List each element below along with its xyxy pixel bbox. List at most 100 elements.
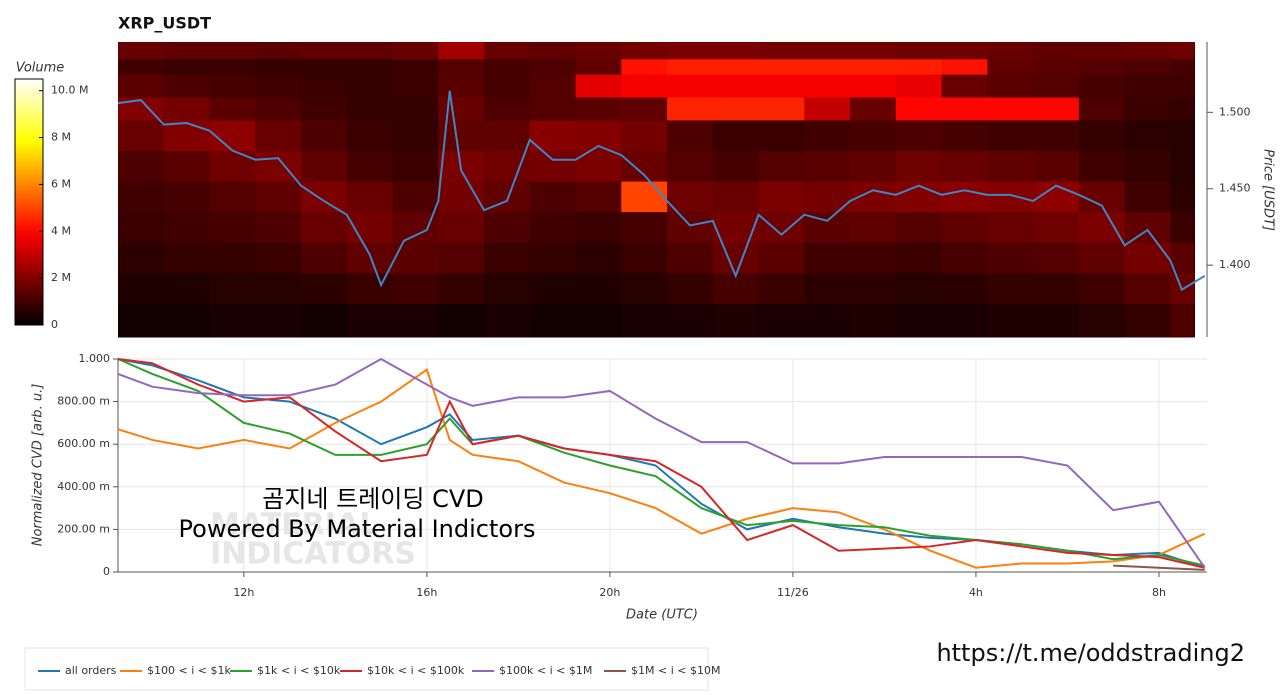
heatmap-cell: [575, 58, 622, 75]
y2-axis-label: Price [USDT]: [1261, 149, 1276, 231]
heatmap-cell: [1033, 150, 1080, 182]
heatmap-cell: [712, 42, 760, 60]
x-tick-label: 12h: [233, 586, 254, 599]
heatmap-cell: [621, 74, 668, 98]
heatmap-cell: [1078, 74, 1126, 98]
price-line: [117, 90, 1206, 292]
heatmap-cell: [392, 272, 439, 304]
watermark-logo: MATERIAL: [210, 508, 378, 543]
heatmap-cell: [484, 150, 531, 182]
heatmap-cell: [941, 150, 988, 182]
heatmap-cell: [209, 58, 256, 75]
y-tick-label: 0: [103, 565, 110, 578]
heatmap-cell: [529, 242, 577, 274]
heatmap-cell: [438, 58, 485, 75]
heatmap-cell: [712, 150, 760, 182]
heatmap-cell: [850, 42, 897, 60]
colorbar-tick-label: 6 M: [51, 177, 71, 190]
heatmap-cell: [118, 303, 165, 338]
heatmap-cell: [209, 181, 256, 213]
heatmap-cell: [1033, 119, 1080, 152]
heatmap-cell: [712, 242, 760, 274]
watermark-text: Powered By Material Indictors: [179, 515, 536, 543]
legend-label: all orders: [65, 664, 117, 677]
heatmap-cell: [1033, 242, 1080, 274]
heatmap-cell: [895, 242, 943, 274]
heatmap-cell: [804, 272, 851, 304]
heatmap-cell: [804, 119, 851, 152]
colorbar-tick-label: 4 M: [51, 224, 71, 237]
heatmap-cell: [667, 97, 714, 121]
heatmap-cell: [850, 242, 897, 274]
heatmap-cell: [941, 303, 988, 338]
heatmap-cell: [1078, 97, 1126, 121]
heatmap-cell: [484, 58, 531, 75]
heatmap-cell: [758, 303, 805, 338]
heatmap-cell: [346, 58, 394, 75]
heatmap-cell: [1170, 242, 1195, 274]
heatmap-cell: [301, 97, 348, 121]
heatmap-cell: [438, 303, 485, 338]
heatmap-cell: [1170, 97, 1195, 121]
heatmap-cell: [255, 97, 302, 121]
heatmap-cell: [804, 303, 851, 338]
heatmap-cell: [895, 58, 943, 75]
heatmap-cell: [850, 97, 897, 121]
heatmap-cell: [758, 74, 805, 98]
heatmap-cell: [758, 242, 805, 274]
heatmap-cell: [895, 150, 943, 182]
heatmap-cell: [301, 74, 348, 98]
heatmap-cell: [118, 119, 165, 152]
heatmap-cell: [758, 42, 805, 60]
heatmap-cell: [529, 42, 577, 60]
heatmap-cell: [1124, 97, 1171, 121]
x-tick-label: 16h: [416, 586, 437, 599]
heatmap-cell: [575, 242, 622, 274]
heatmap-cell: [621, 58, 668, 75]
heatmap-cell: [301, 42, 348, 60]
y-tick-label: 400.00 m: [57, 480, 110, 493]
heatmap-cell: [392, 42, 439, 60]
y-tick-label: 600.00 m: [57, 437, 110, 450]
heatmap-cell: [1124, 150, 1171, 182]
x-tick-label: 4h: [969, 586, 983, 599]
colorbar: [14, 78, 44, 326]
heatmap-cell: [163, 181, 211, 213]
heatmap-cell: [575, 97, 622, 121]
heatmap-cell: [804, 42, 851, 60]
heatmap-cell: [1124, 58, 1171, 75]
heatmap-cell: [1033, 58, 1080, 75]
heatmap-cell: [804, 242, 851, 274]
chart-title: XRP_USDT: [118, 14, 211, 33]
heatmap-cell: [529, 97, 577, 121]
heatmap-cell: [484, 211, 531, 243]
legend-label: $100k < i < $1M: [499, 664, 592, 677]
heatmap-cell: [850, 211, 897, 243]
legend-label: $10k < i < $100k: [367, 664, 465, 677]
heatmap-cell: [209, 211, 256, 243]
heatmap-cell: [987, 58, 1034, 75]
heatmap-cell: [1170, 58, 1195, 75]
x-tick-label: 20h: [599, 586, 620, 599]
x-tick-label: 11/26: [777, 586, 809, 599]
heatmap-cell: [118, 242, 165, 274]
heatmap-cell: [895, 272, 943, 304]
heatmap-cell: [895, 74, 943, 98]
heatmap-cell: [758, 58, 805, 75]
heatmap-cell: [1170, 74, 1195, 98]
y-tick-label: 800.00 m: [57, 395, 110, 408]
heatmap-cell: [712, 303, 760, 338]
heatmap-cell: [438, 97, 485, 121]
heatmap-cell: [667, 211, 714, 243]
heatmap-cell: [758, 181, 805, 213]
heatmap-cell: [667, 119, 714, 152]
heatmap-cell: [987, 97, 1034, 121]
heatmap-cell: [804, 58, 851, 75]
heatmap-cell: [1033, 211, 1080, 243]
colorbar-tick-label: 0: [51, 318, 58, 331]
heatmap-cell: [392, 97, 439, 121]
heatmap-cell: [850, 150, 897, 182]
heatmap-cell: [163, 119, 211, 152]
heatmap-cell: [1033, 42, 1080, 60]
heatmap-cell: [712, 119, 760, 152]
